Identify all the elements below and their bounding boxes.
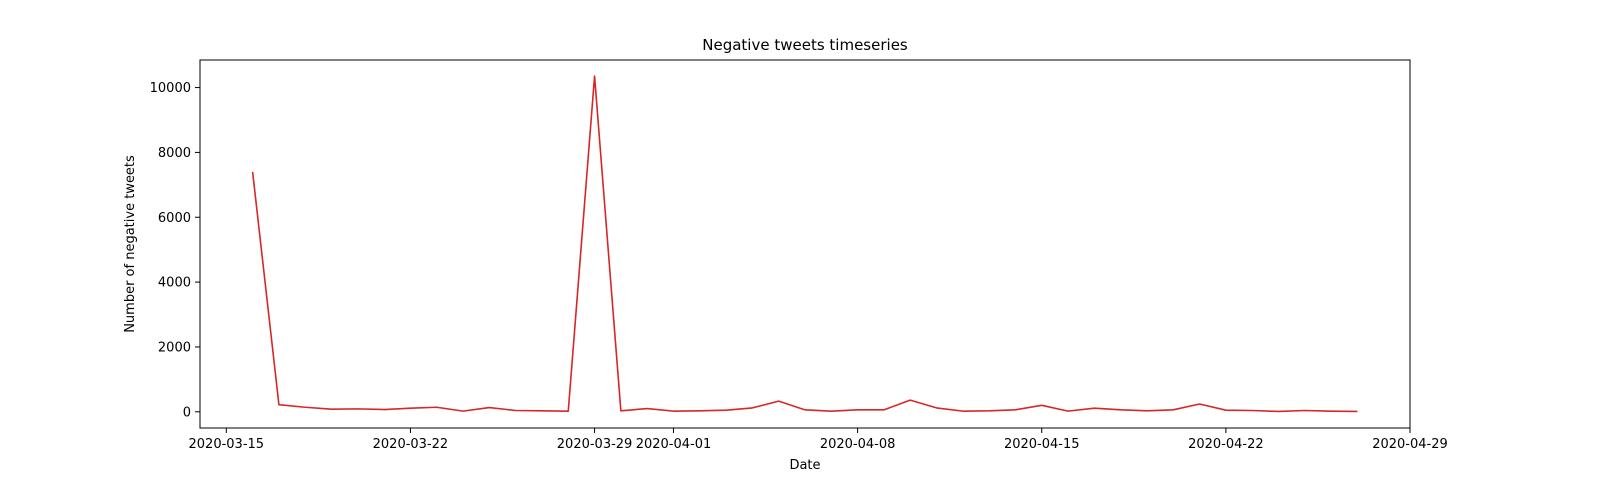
x-tick-label: 2020-04-15 — [1004, 437, 1080, 452]
y-axis-label: Number of negative tweets — [123, 155, 138, 333]
x-tick-label: 2020-03-29 — [557, 437, 633, 452]
y-tick-label: 8000 — [158, 146, 191, 161]
chart-title: Negative tweets timeseries — [702, 36, 908, 54]
x-tick-label: 2020-04-22 — [1188, 437, 1264, 452]
plot-area — [199, 59, 1411, 429]
x-tick-label: 2020-04-01 — [636, 437, 712, 452]
y-tick-label: 10000 — [150, 81, 191, 96]
x-tick-label: 2020-04-29 — [1372, 437, 1448, 452]
y-tick-label: 0 — [183, 405, 191, 420]
x-tick-label: 2020-04-08 — [820, 437, 896, 452]
x-axis-label: Date — [789, 458, 820, 473]
x-tick-label: 2020-03-15 — [189, 437, 265, 452]
x-tick-label: 2020-03-22 — [373, 437, 449, 452]
ticks-layer: 2020-03-15 2020-03-22 2020-03-29 2020-04-01… — [150, 81, 1448, 452]
y-tick-label: 2000 — [158, 340, 191, 355]
series-line — [251, 75, 1358, 413]
y-tick-label: 4000 — [158, 276, 191, 291]
series-layer — [251, 75, 1358, 413]
y-tick-label: 6000 — [158, 211, 191, 226]
